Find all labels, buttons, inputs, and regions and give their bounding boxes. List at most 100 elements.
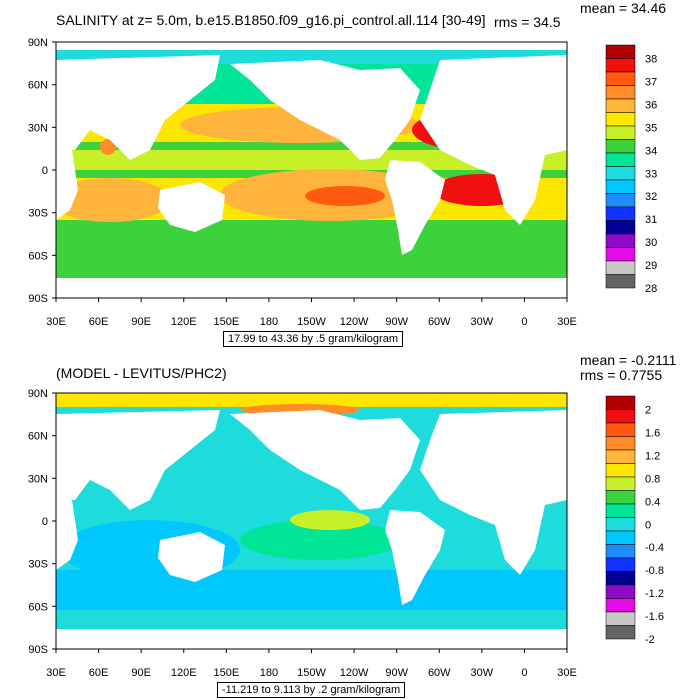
salinity-field [56, 42, 567, 298]
colorbar-swatch [605, 409, 636, 424]
lon-tick-label: 30E [46, 316, 66, 328]
colorbar-label: 35 [645, 122, 657, 134]
colorbar-label: 33 [645, 168, 657, 180]
salinity-map-panel: SALINITY at z= 5.0m, b.e15.B1850.f09_g16… [28, 0, 667, 347]
lon-tick-label: 30W [471, 316, 494, 328]
lat-tick-label: 60N [28, 431, 48, 443]
colorbar-swatch [605, 166, 636, 181]
lon-tick-label: 90W [385, 667, 408, 679]
difference-map: 90N 60N 30N 0 30S 60S 90S 30E 60E 90E 120E 150E 180… [28, 388, 664, 679]
colorbar-label: -1.6 [645, 611, 664, 623]
colorbar-label: 1.6 [645, 427, 660, 439]
colorbar: 38 37 36 35 34 33 32 31 30 29 28 [605, 44, 657, 295]
colorbar-label: 37 [645, 76, 657, 88]
lat-tick-label: 0 [42, 516, 48, 528]
lon-tick-label: 60W [428, 316, 451, 328]
colorbar-swatch [605, 503, 636, 518]
salinity-map: 90N 60N 30N 0 30S 60S 90S 30E 60E 90E 120E 150E 180… [28, 37, 657, 328]
colorbar-swatch [605, 44, 636, 59]
colorbar-swatch [605, 179, 636, 194]
colorbar-label: 0.8 [645, 473, 660, 485]
colorbar-swatch [605, 233, 636, 248]
colorbar-label: 32 [645, 191, 657, 203]
colorbar-swatch [605, 422, 636, 437]
colorbar-swatch [605, 544, 636, 559]
colorbar-swatch [605, 71, 636, 86]
colorbar-swatch [605, 125, 636, 140]
colorbar-label: 38 [645, 54, 657, 66]
lon-tick-label: 60E [89, 316, 109, 328]
colorbar-swatch [605, 274, 636, 289]
colorbar-swatch [605, 598, 636, 613]
colorbar-swatch [605, 193, 636, 208]
colorbar-swatch [605, 139, 636, 154]
lat-tick-label: 60N [28, 80, 48, 92]
difference-map-panel: (MODEL - LEVITUS/PHC2) mean = -0.2111 rm… [0, 350, 700, 700]
lat-tick-label: 0 [42, 165, 48, 177]
colorbar-swatch [605, 98, 636, 113]
colorbar-swatch [605, 247, 636, 262]
colorbar-label: -2 [645, 634, 655, 646]
lon-tick-label: 180 [260, 316, 278, 328]
lon-tick-label: 150W [297, 667, 326, 679]
colorbar: 2 1.6 1.2 0.8 0.4 0 -0.4 -0.8 -1.2 -1.6 -2 [605, 395, 664, 646]
colorbar-label: 36 [645, 99, 657, 111]
colorbar-swatch [605, 58, 636, 73]
mean-value: mean = 34.46 [580, 0, 667, 16]
colorbar-swatch [605, 611, 636, 626]
lon-tick-label: 120E [171, 667, 197, 679]
lon-tick-label: 150W [297, 316, 326, 328]
colorbar-label: 34 [645, 145, 657, 157]
colorbar-label: 28 [645, 283, 657, 295]
colorbar-swatch [605, 449, 636, 464]
map-title: SALINITY at z= 5.0m, b.e15.B1850.f09_g16… [56, 12, 486, 28]
colorbar-swatch [605, 476, 636, 491]
lon-tick-label: 60W [428, 667, 451, 679]
colorbar-swatch [605, 220, 636, 235]
rms-value: rms = 0.7755 [580, 367, 663, 383]
lon-tick-label: 30E [46, 667, 66, 679]
colorbar-swatch [605, 530, 636, 545]
contour-info: 17.99 to 43.36 by .5 gram/kilogram [223, 331, 403, 347]
lon-tick-label: 0 [521, 316, 527, 328]
colorbar-swatch [605, 517, 636, 532]
colorbar-label: 1.2 [645, 450, 660, 462]
colorbar-label: -0.8 [645, 565, 664, 577]
lat-tick-label: 30S [28, 208, 48, 220]
lat-tick-label: 30N [28, 122, 48, 134]
colorbar-swatch [605, 463, 636, 478]
colorbar-label: -1.2 [645, 588, 664, 600]
colorbar-swatch [605, 395, 636, 410]
colorbar-swatch [605, 152, 636, 167]
lat-tick-label: 90N [28, 37, 48, 49]
lat-tick-label: 60S [28, 601, 48, 613]
colorbar-label: 0 [645, 519, 651, 531]
colorbar-swatch [605, 557, 636, 572]
lon-tick-label: 180 [260, 667, 278, 679]
contour-info: -11.219 to 9.113 by .2 gram/kilogram [217, 682, 406, 698]
colorbar-label: 2 [645, 405, 651, 417]
colorbar-label: 29 [645, 260, 657, 272]
lon-tick-label: 90W [385, 316, 408, 328]
colorbar-swatch [605, 260, 636, 275]
lon-tick-label: 120E [171, 316, 197, 328]
lon-tick-label: 60E [89, 667, 109, 679]
lat-tick-label: 30N [28, 473, 48, 485]
mean-value: mean = -0.2111 [580, 352, 677, 368]
colorbar-swatch [605, 584, 636, 599]
lon-tick-label: 90E [131, 316, 151, 328]
lon-tick-label: 30E [557, 316, 577, 328]
lon-axis: 30E 60E 90E 120E 150E 180 150W 120W 90W 60W 30W 0 30… [46, 649, 577, 679]
lat-tick-label: 60S [28, 250, 48, 262]
lon-tick-label: 90E [131, 667, 151, 679]
difference-field [56, 393, 567, 649]
lon-axis: 30E 60E 90E 120E 150E 180 150W 120W 90W 60W 30W 0 30… [46, 298, 577, 328]
lat-tick-label: 90S [28, 644, 48, 656]
colorbar-swatch [605, 571, 636, 586]
lon-tick-label: 120W [340, 316, 369, 328]
lat-tick-label: 90N [28, 388, 48, 400]
colorbar-swatch [605, 625, 636, 640]
colorbar-swatch [605, 206, 636, 221]
lon-tick-label: 0 [521, 667, 527, 679]
lat-tick-label: 30S [28, 559, 48, 571]
